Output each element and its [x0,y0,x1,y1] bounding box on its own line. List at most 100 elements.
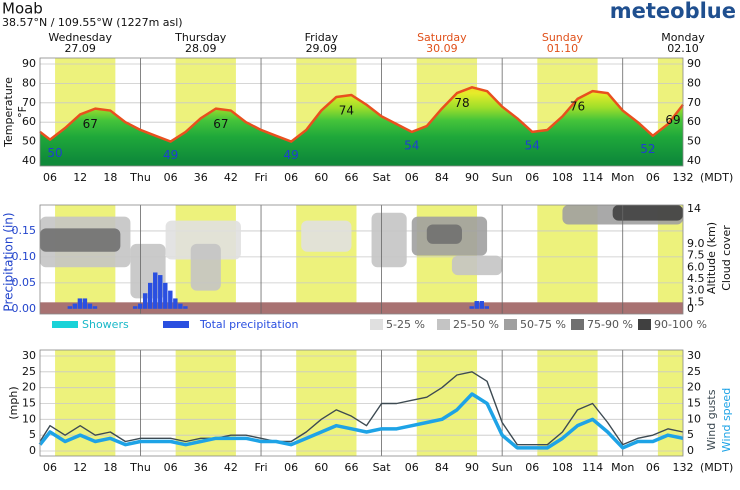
plot-frame [39,57,684,167]
x-tick-label: 114 [582,171,603,184]
min-label: 49 [163,148,178,162]
x-tick-label: 60 [314,461,328,474]
y2-tick-label: 0 [687,302,694,315]
y-tick-label: 50 [22,135,36,148]
y-tick-label: 20 [22,381,36,394]
x-tick-label: 06 [164,461,178,474]
precip-bar [72,303,78,309]
daylight [537,350,598,456]
x-tick-label: 06 [405,171,419,184]
cloud-legend-label: 75-90 % [587,318,633,331]
cloud-legend-swatch [571,319,584,330]
x-tick-label: 84 [435,171,449,184]
precip-bar [178,303,183,309]
y-axis-label: Temperature [2,77,15,148]
x-tick-label: 06 [405,461,419,474]
max-label: 67 [83,117,98,131]
day-name: Thursday [174,31,227,44]
day-name: Monday [661,31,705,44]
y-tick-label: 80 [22,76,36,89]
y-tick-label-right: 40 [687,154,701,167]
y2-tick-label: 14 [687,202,701,215]
series-label: Wind gusts [705,389,718,450]
y2-tick-label: 6.0 [687,260,705,273]
y-tick-label-right: 80 [687,76,701,89]
cloud [451,255,503,276]
y-tick-label-right: 90 [687,57,701,70]
wind-line [38,392,684,450]
precip-bar [168,290,173,309]
x-tick-label: 06 [43,171,57,184]
x-tick-label: Sun [492,171,513,184]
y2-tick-label: 3.0 [687,284,705,297]
plot-frame [39,204,684,315]
cloud-legend-label: 50-75 % [520,318,566,331]
x-tick-label: 66 [344,171,358,184]
precip-bar [163,282,168,309]
precip-bar [158,275,163,309]
day-name: Wednesday [48,31,112,44]
x-tick-label: 06 [164,171,178,184]
legend-label: Showers [82,318,129,331]
max-label: 69 [665,113,680,127]
x-tick-label: 132 [673,171,694,184]
x-tick-label: 108 [552,171,573,184]
plot-frame [39,349,684,457]
legend-swatch [163,321,189,328]
x-tick-label: 36 [194,461,208,474]
day-date: 30.09 [426,42,458,55]
x-tick-label: 60 [314,171,328,184]
y-tick-label-right: 70 [687,96,701,109]
cloud-legend-label: 90-100 % [654,318,707,331]
y2-tick-label: 7.5 [687,249,705,262]
precip-bar [137,303,143,309]
precip-bar [82,298,88,309]
legend-swatch [52,321,78,328]
temperature-area [40,87,683,166]
x-tick-label: Fri [254,171,267,184]
x-tick-label: Sun [492,461,513,474]
precip-bar [474,301,479,309]
cloud-legend-swatch [370,319,383,330]
y-tick-label: 5 [29,428,36,441]
y-axis-label: (mph) [7,386,20,419]
x-tick-label: 06 [646,461,660,474]
daylight [416,350,478,456]
time-zone: (MDT) [700,461,733,474]
y-tick-label: 0.00 [12,302,37,315]
y2-tick-label: 4.5 [687,272,705,285]
x-tick-label: 132 [673,461,694,474]
y2-axis-label: Altitude (km) [705,222,718,294]
y-tick-label: 15 [22,397,36,410]
day-name: Saturday [417,31,467,44]
x-tick-label: Mon [611,171,634,184]
day-name: Friday [305,31,339,44]
x-tick-label: 06 [284,171,298,184]
temperature-line [39,86,684,143]
cloud [426,224,462,244]
daylight [657,350,683,456]
x-tick-label: Sat [373,171,392,184]
min-label: 49 [284,148,299,162]
wind-line [39,371,684,446]
precip-bar [479,301,484,309]
min-label: 50 [47,146,62,160]
day-date: 02.10 [667,42,699,55]
x-tick-label: 42 [224,461,238,474]
min-label: 52 [640,142,655,156]
day-date: 29.09 [306,42,338,55]
min-label: 54 [525,138,540,152]
x-tick-label: 06 [525,171,539,184]
precip-bar [142,293,148,309]
day-date: 01.10 [547,42,579,55]
cloud [612,205,683,221]
precip-bar [484,306,489,309]
y-tick-label: 0.15 [12,224,37,237]
title: Moab [2,0,43,18]
max-label: 78 [454,96,469,110]
x-tick-label: 84 [435,461,449,474]
day-date: 28.09 [185,42,217,55]
x-tick-label: 66 [344,461,358,474]
min-label: 54 [404,138,419,152]
